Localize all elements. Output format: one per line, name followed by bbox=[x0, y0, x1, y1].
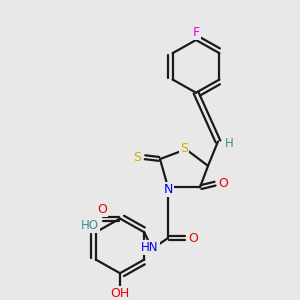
Text: OH: OH bbox=[110, 287, 130, 300]
Text: H: H bbox=[225, 137, 233, 150]
Text: HO: HO bbox=[81, 219, 99, 232]
Text: N: N bbox=[163, 183, 173, 196]
Text: S: S bbox=[180, 142, 188, 155]
Text: O: O bbox=[188, 232, 198, 244]
Text: O: O bbox=[218, 177, 228, 190]
Text: S: S bbox=[133, 151, 141, 164]
Text: O: O bbox=[97, 203, 107, 216]
Text: HN: HN bbox=[141, 241, 159, 254]
Text: F: F bbox=[192, 26, 200, 39]
